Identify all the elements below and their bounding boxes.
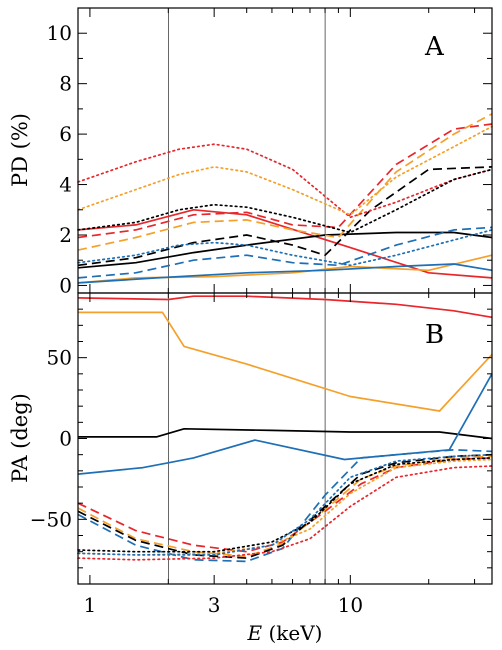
series-line	[78, 427, 493, 440]
y-tick-label: 4	[59, 173, 72, 197]
series-line	[77, 263, 493, 284]
panel-a-ticks	[77, 7, 492, 293]
y-tick-label: 8	[59, 72, 72, 96]
x-axis-label: E (keV)	[247, 621, 323, 645]
x-tick-labels: 1 3 10	[84, 593, 363, 617]
series-line	[77, 113, 493, 251]
panel-a-ytick-labels: 0 2 4 6 8 10	[47, 21, 72, 297]
x-tick-label: 10	[338, 593, 363, 617]
y-tick-label: 10	[47, 21, 72, 45]
series-line	[77, 465, 493, 561]
y-tick-label: 0	[59, 273, 72, 297]
series-line	[77, 254, 493, 284]
x-tick-label: 1	[84, 593, 97, 617]
panel-b-label: B	[425, 320, 444, 350]
series-line	[77, 231, 493, 269]
x-tick-label: 3	[208, 593, 221, 617]
x-axis-label-symbol: E	[247, 621, 263, 645]
series-line	[77, 168, 493, 234]
series-line	[77, 295, 493, 319]
y-tick-label: 0	[59, 427, 72, 451]
panel-b-ylabel: PA (deg)	[8, 393, 32, 483]
panel-b-lines	[77, 293, 493, 584]
series-line	[77, 448, 493, 563]
series-line	[77, 457, 493, 553]
series-line	[77, 229, 493, 267]
series-line	[77, 166, 493, 267]
series-line	[77, 125, 493, 216]
x-axis-label-unit: (keV)	[262, 621, 322, 645]
y-tick-label: 6	[59, 122, 72, 146]
series-line	[77, 208, 493, 279]
series-line	[77, 458, 493, 556]
panel-b-ytick-labels: −50 0 50	[30, 346, 72, 532]
series-line	[77, 123, 493, 239]
series-line	[77, 453, 493, 556]
series-line	[77, 226, 493, 279]
y-tick-label: 50	[47, 346, 72, 370]
panel-a-ylabel: PD (%)	[8, 113, 32, 187]
series-line	[78, 311, 493, 412]
series-line	[77, 143, 493, 219]
panel-a-lines	[77, 8, 493, 293]
panel-b-ticks	[77, 292, 492, 585]
panel-a: 0 2 4 6 8 10 A PD (%)	[8, 7, 493, 297]
y-tick-label: −50	[30, 507, 72, 531]
panel-a-label: A	[424, 32, 445, 62]
y-tick-label: 2	[59, 223, 72, 247]
panel-b: −50 0 50 1 3 10 B PA (deg)	[8, 292, 493, 617]
